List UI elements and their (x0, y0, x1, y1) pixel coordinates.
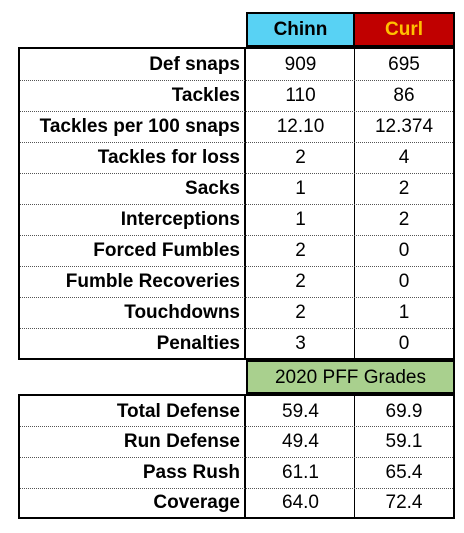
stat-chinn-fumble-recoveries: 2 (295, 271, 306, 292)
pff-row-sep (20, 457, 453, 458)
stat-label-tackles-for-loss: Tackles for loss (97, 147, 240, 168)
stats-row-sep (20, 235, 453, 236)
pff-grades-banner: 2020 PFF Grades (246, 360, 455, 394)
stat-chinn-interceptions: 1 (295, 209, 306, 230)
stats-row-sep (20, 266, 453, 267)
stat-curl-def-snaps: 695 (388, 54, 420, 75)
stat-curl-tackles-for-loss: 4 (398, 147, 410, 168)
stats-row-sep (20, 204, 453, 205)
stat-chinn-forced-fumbles: 2 (295, 240, 306, 261)
stat-curl-penalties: 0 (398, 332, 410, 354)
stat-label-fumble-recoveries: Fumble Recoveries (65, 271, 240, 292)
stat-curl-interceptions: 2 (398, 209, 410, 230)
stats-divider-label (244, 47, 246, 360)
pff-curl-pass-rush: 65.4 (385, 462, 423, 483)
pff-row-sep (20, 488, 453, 489)
stats-row-sep (20, 111, 453, 112)
stat-curl-tackles-per-100: 12.374 (374, 116, 434, 137)
header-curl: Curl (355, 12, 455, 47)
stats-row-sep (20, 173, 453, 174)
stats-row-sep (20, 80, 453, 81)
stat-chinn-touchdowns: 2 (295, 302, 306, 323)
stat-label-def-snaps: Def snaps (149, 54, 240, 75)
stat-curl-sacks: 2 (398, 178, 410, 199)
pff-divider-label (244, 394, 246, 519)
stat-curl-forced-fumbles: 0 (398, 240, 410, 261)
pff-label-total-defense: Total Defense (116, 400, 240, 422)
stat-chinn-penalties: 3 (295, 332, 306, 354)
pff-chinn-total-defense: 59.4 (282, 400, 319, 422)
pff-label-run-defense: Run Defense (123, 431, 240, 452)
stat-label-penalties: Penalties (156, 332, 240, 354)
pff-divider-players (354, 394, 355, 519)
pff-chinn-pass-rush: 61.1 (282, 462, 319, 483)
pff-curl-run-defense: 59.1 (385, 431, 423, 452)
pff-chinn-coverage: 64.0 (282, 492, 319, 513)
stat-chinn-tackles-for-loss: 2 (295, 147, 306, 168)
stats-row-sep (20, 142, 453, 143)
stats-row-sep (20, 328, 453, 329)
stat-curl-fumble-recoveries: 0 (398, 271, 410, 292)
pff-curl-total-defense: 69.9 (385, 400, 423, 422)
pff-label-pass-rush: Pass Rush (142, 462, 240, 483)
stat-curl-tackles: 86 (393, 85, 415, 106)
stat-label-interceptions: Interceptions (120, 209, 240, 230)
stat-label-forced-fumbles: Forced Fumbles (93, 240, 240, 261)
stat-label-touchdowns: Touchdowns (124, 302, 240, 323)
pff-label-coverage: Coverage (153, 492, 240, 513)
stat-label-tackles: Tackles (171, 85, 240, 106)
stat-chinn-tackles: 110 (285, 85, 316, 106)
stat-curl-touchdowns: 1 (398, 302, 410, 323)
stats-row-sep (20, 297, 453, 298)
stat-label-tackles-per-100: Tackles per 100 snaps (39, 116, 240, 137)
stat-chinn-def-snaps: 909 (284, 54, 317, 75)
pff-curl-coverage: 72.4 (385, 492, 423, 513)
stat-chinn-sacks: 1 (295, 178, 306, 199)
stat-label-sacks: Sacks (185, 178, 240, 199)
pff-row-sep (20, 426, 453, 427)
pff-chinn-run-defense: 49.4 (282, 431, 319, 452)
stats-divider-players (354, 47, 355, 360)
stat-chinn-tackles-per-100: 12.10 (276, 116, 325, 137)
header-chinn: Chinn (246, 12, 355, 47)
